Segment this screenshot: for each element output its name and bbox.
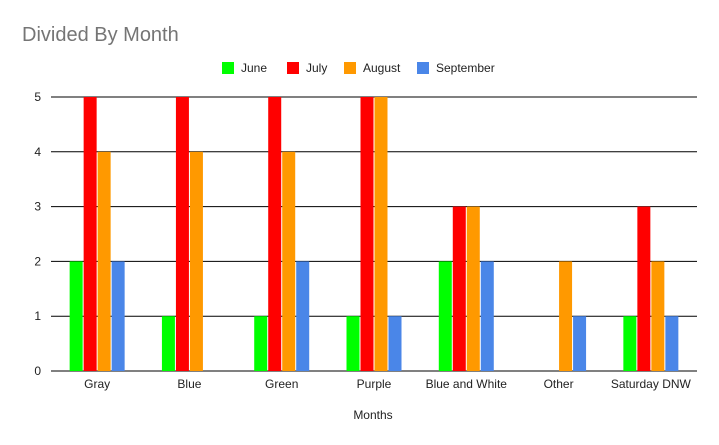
x-tick-label: Gray xyxy=(84,377,110,391)
y-tick-label: 2 xyxy=(34,254,41,268)
bar-august-saturday-dnw xyxy=(651,261,665,371)
y-tick-label: 3 xyxy=(34,200,41,214)
bar-august-purple xyxy=(374,97,388,371)
y-tick-label: 4 xyxy=(34,145,41,159)
bar-july-saturday-dnw xyxy=(637,206,651,371)
bar-september-blue-and-white xyxy=(480,261,494,371)
bar-september-other xyxy=(573,316,587,371)
bar-august-blue xyxy=(189,151,203,371)
y-tick-label: 0 xyxy=(34,364,41,378)
legend-label: June xyxy=(241,61,267,75)
chart-title: Divided By Month xyxy=(22,24,179,46)
legend-swatch xyxy=(222,62,234,74)
legend-swatch xyxy=(287,62,299,74)
chart-bars xyxy=(69,97,679,371)
bar-june-blue xyxy=(161,316,175,371)
legend-swatch xyxy=(344,62,356,74)
x-tick-label: Purple xyxy=(357,377,392,391)
bar-july-green xyxy=(268,97,282,371)
bar-june-green xyxy=(254,316,268,371)
bar-september-green xyxy=(296,261,310,371)
bar-june-gray xyxy=(69,261,83,371)
bar-september-gray xyxy=(111,261,125,371)
y-tick-label: 1 xyxy=(34,309,41,323)
bar-july-blue xyxy=(175,97,189,371)
bar-june-purple xyxy=(346,316,360,371)
legend-item-september[interactable]: September xyxy=(417,61,495,75)
x-tick-label: Other xyxy=(544,377,574,391)
legend-label: August xyxy=(363,61,401,75)
legend-label: July xyxy=(306,61,327,75)
chart-legend: June July August September xyxy=(222,61,495,75)
legend-swatch xyxy=(417,62,429,74)
bar-august-other xyxy=(559,261,573,371)
x-tick-label: Saturday DNW xyxy=(611,377,692,391)
bar-august-gray xyxy=(97,151,111,371)
x-axis-label: Months xyxy=(353,408,392,422)
legend-label: September xyxy=(436,61,495,75)
bar-september-purple xyxy=(388,316,402,371)
bar-july-purple xyxy=(360,97,374,371)
bar-july-blue-and-white xyxy=(452,206,466,371)
legend-item-july[interactable]: July xyxy=(287,61,327,75)
legend-item-june[interactable]: June xyxy=(222,61,267,75)
x-axis-ticks: Gray Blue Green Purple Blue and White Other Sa… xyxy=(84,377,691,391)
x-tick-label: Green xyxy=(265,377,298,391)
x-tick-label: Blue xyxy=(177,377,201,391)
bar-september-saturday-dnw xyxy=(665,316,679,371)
chart-gridlines xyxy=(51,96,697,372)
y-axis-ticks: 0 1 2 3 4 5 xyxy=(34,90,41,378)
legend-item-august[interactable]: August xyxy=(344,61,401,75)
bar-june-blue-and-white xyxy=(438,261,452,371)
bar-august-green xyxy=(282,151,296,371)
bar-june-saturday-dnw xyxy=(623,316,637,371)
bar-july-gray xyxy=(83,97,97,371)
x-tick-label: Blue and White xyxy=(426,377,508,391)
bar-august-blue-and-white xyxy=(466,206,480,371)
y-tick-label: 5 xyxy=(34,90,41,104)
